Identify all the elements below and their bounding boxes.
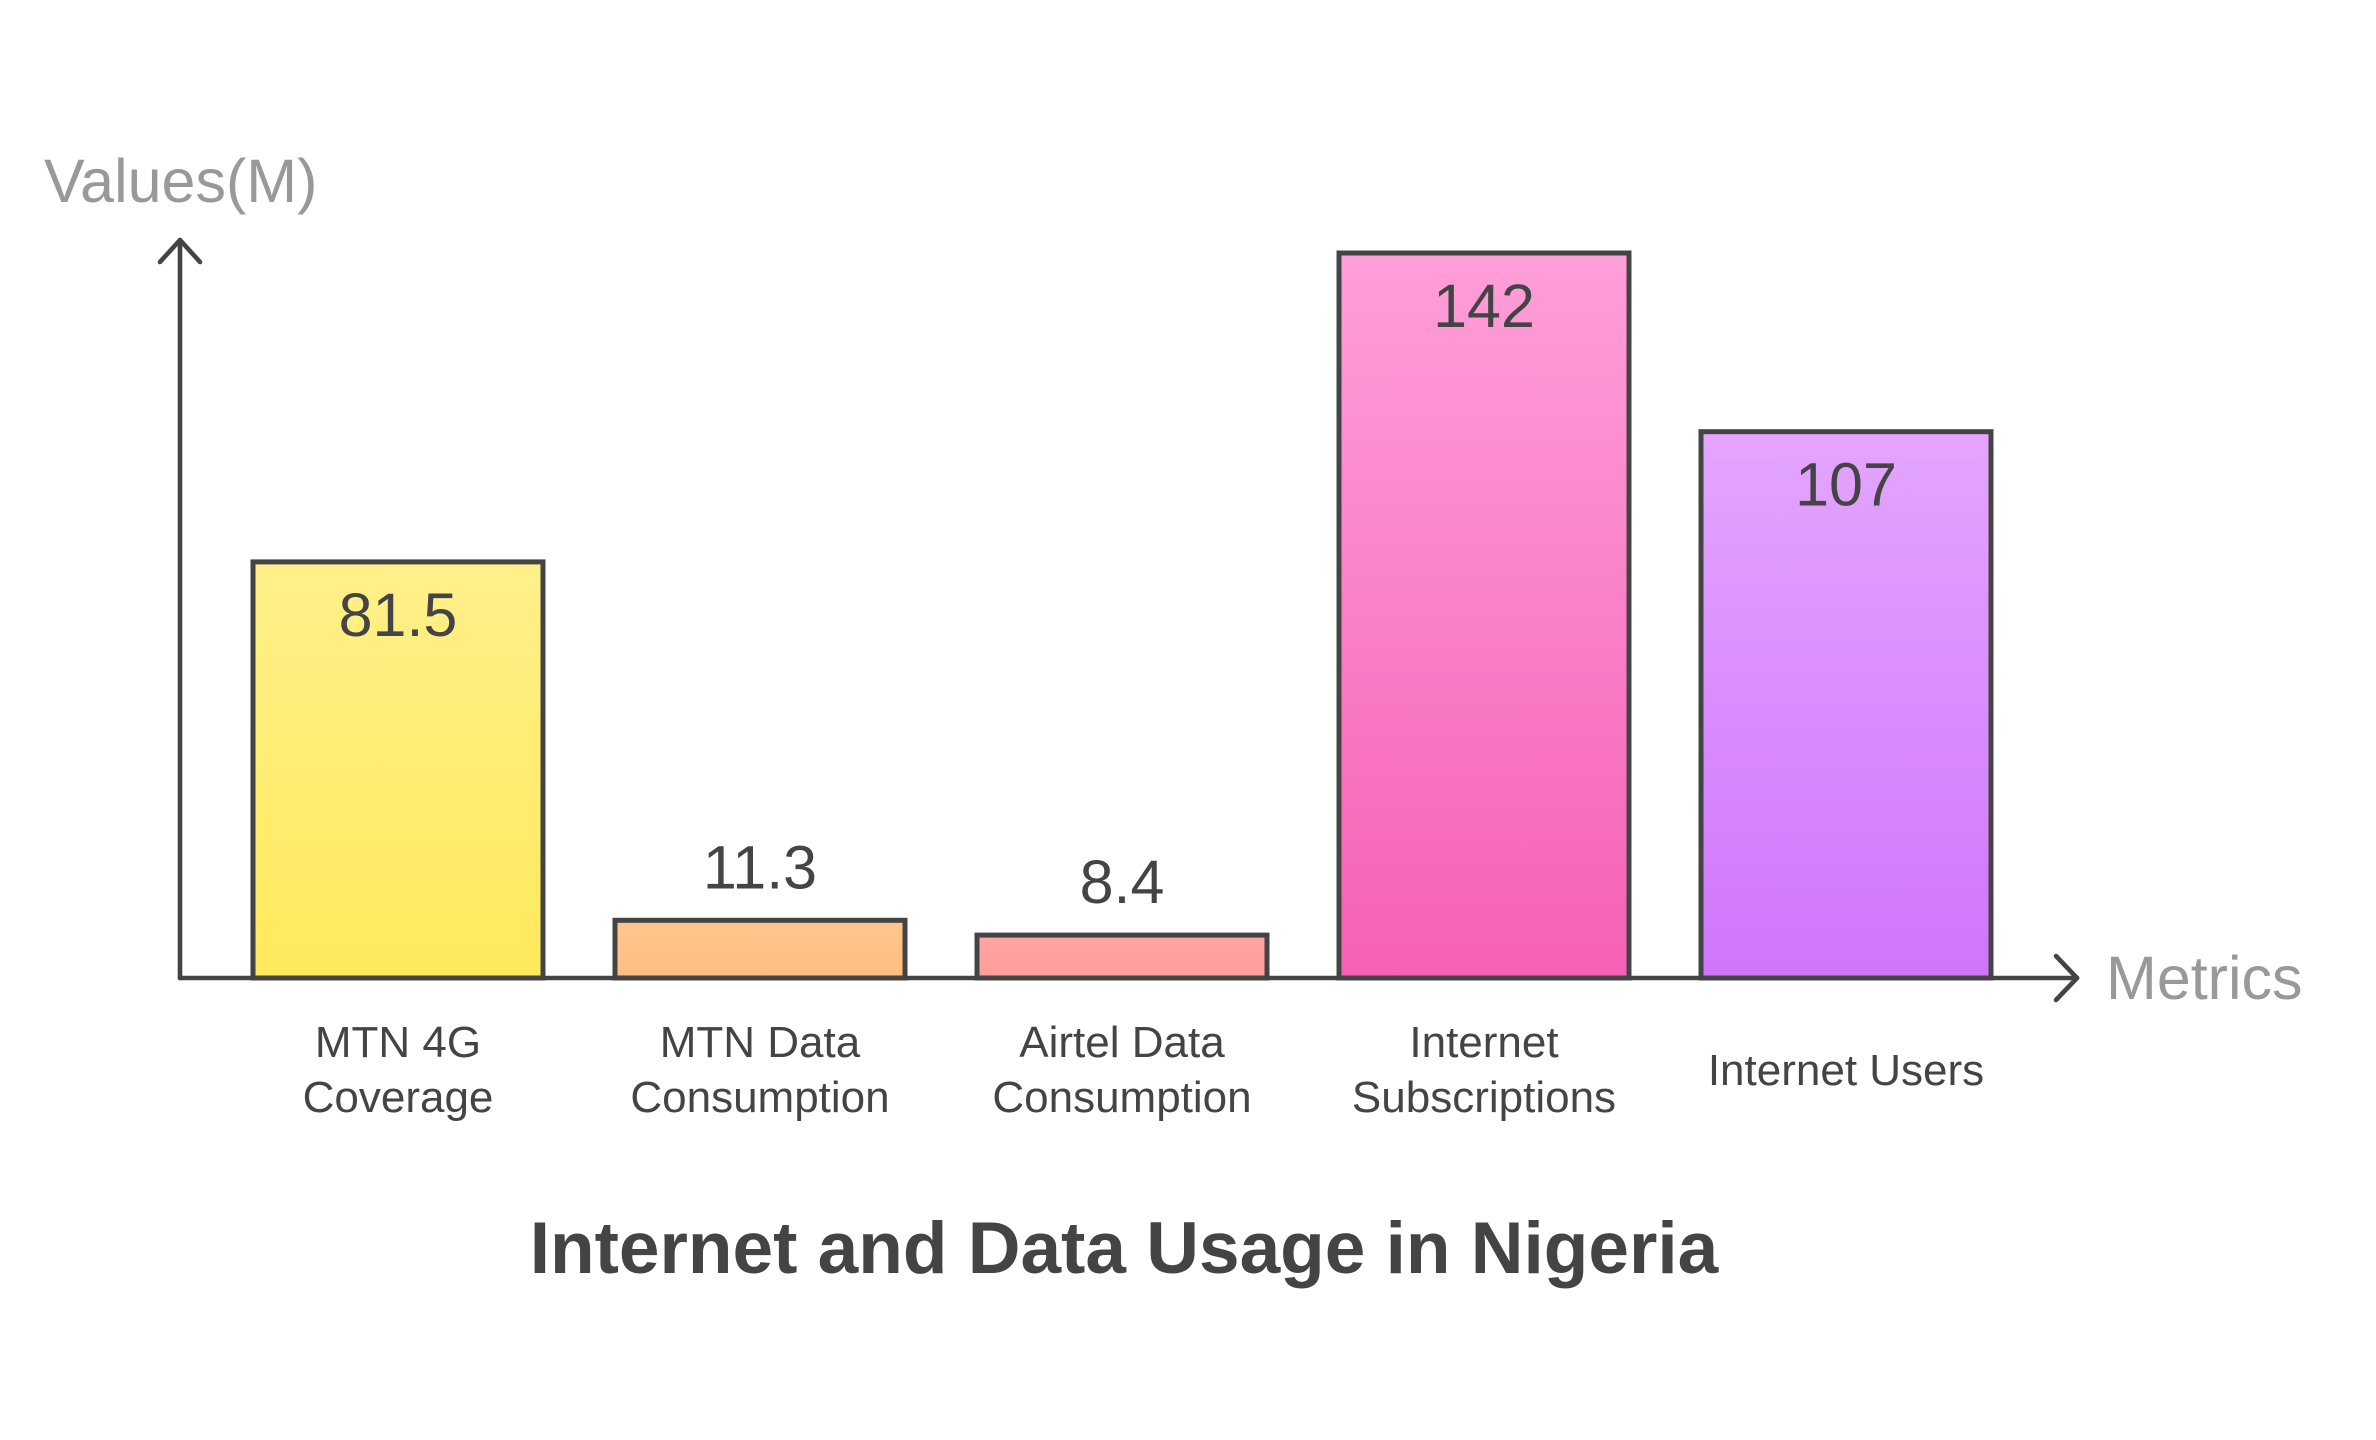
bar-1 bbox=[250, 559, 546, 981]
category-label-line: Coverage bbox=[303, 1073, 494, 1122]
category-label-line: MTN Data bbox=[660, 1018, 861, 1067]
bar-5 bbox=[1698, 429, 1994, 981]
bar-3 bbox=[974, 932, 1270, 981]
category-label-line: Subscriptions bbox=[1352, 1073, 1616, 1122]
category-label-line: MTN 4G bbox=[315, 1018, 481, 1067]
x-axis-title: Metrics bbox=[2106, 944, 2303, 1012]
category-label-2: MTN Data Consumption bbox=[630, 1018, 889, 1122]
category-label-line: Internet Users bbox=[1708, 1046, 1984, 1095]
value-labels-group: 81.5 11.3 8.4 142 107 bbox=[339, 272, 1897, 916]
y-axis-arrowhead bbox=[157, 237, 203, 265]
category-label-1: MTN 4G Coverage bbox=[303, 1018, 494, 1122]
bar-4 bbox=[1336, 250, 1632, 981]
value-label-3: 8.4 bbox=[1080, 848, 1165, 916]
value-label-1: 81.5 bbox=[339, 581, 458, 649]
category-label-line: Airtel Data bbox=[1019, 1018, 1225, 1067]
category-label-line: Consumption bbox=[992, 1073, 1251, 1122]
value-label-5: 107 bbox=[1795, 451, 1897, 519]
category-label-line: Internet bbox=[1409, 1018, 1558, 1067]
x-axis-arrowhead bbox=[2053, 953, 2080, 1003]
bar-2 bbox=[612, 917, 908, 981]
value-label-2: 11.3 bbox=[703, 833, 817, 901]
category-label-line: Consumption bbox=[630, 1073, 889, 1122]
category-label-5: Internet Users bbox=[1708, 1046, 1984, 1095]
y-axis: Values(M) bbox=[44, 147, 317, 981]
y-axis-title: Values(M) bbox=[44, 147, 317, 215]
value-label-4: 142 bbox=[1433, 272, 1535, 340]
chart-title: Internet and Data Usage in Nigeria bbox=[530, 1208, 1720, 1289]
category-label-3: Airtel Data Consumption bbox=[992, 1018, 1251, 1122]
category-label-4: Internet Subscriptions bbox=[1352, 1018, 1616, 1122]
bars-group bbox=[250, 250, 1994, 981]
